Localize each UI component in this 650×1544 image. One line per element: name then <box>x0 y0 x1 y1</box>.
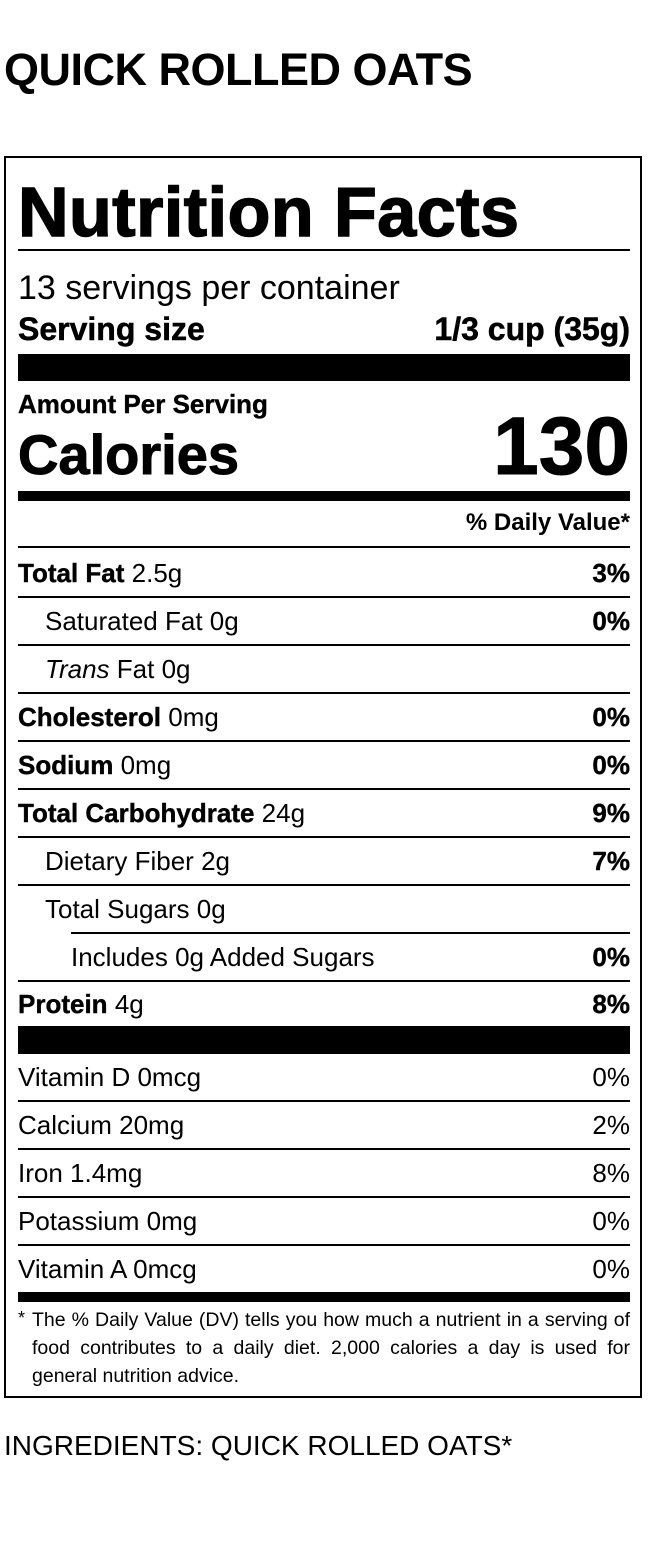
nutrient-amount: 2g <box>201 845 230 876</box>
nutrition-facts-title: Nutrition Facts <box>17 172 520 252</box>
nutrient-name: Protein <box>18 988 108 1019</box>
vitamin-dv: 8% <box>592 1157 630 1188</box>
vitamin-row: Vitamin D 0mcg 0% <box>18 1054 630 1102</box>
footnote-asterisk: * <box>18 1308 26 1328</box>
daily-value-footnote: * The % Daily Value (DV) tells you how m… <box>18 1306 630 1390</box>
vitamin-name: Potassium 0mg <box>18 1205 198 1236</box>
nutrient-name: Total Fat <box>18 557 125 588</box>
servings-per-container: 13 servings per container <box>18 269 400 307</box>
nutrient-amount: 0g <box>196 893 226 924</box>
nutrient-dv: 0% <box>592 941 630 972</box>
nutrient-name: Fat <box>116 653 155 684</box>
nutrient-name: Cholesterol <box>18 701 162 732</box>
nutrient-name: Total Sugars <box>45 893 190 924</box>
nutrient-row-protein: Protein 4g 8% <box>18 982 630 1026</box>
nutrient-row-saturated-fat: Saturated Fat 0g 0% <box>18 598 630 646</box>
serving-size-value: 1/3 cup (35g) <box>434 311 630 348</box>
nutrient-dv: 0% <box>592 749 630 780</box>
nutrient-row-cholesterol: Cholesterol 0mg 0% <box>18 694 630 742</box>
nutrient-row-total-carbohydrate: Total Carbohydrate 24g 9% <box>18 790 630 838</box>
medium-divider <box>18 491 630 501</box>
nutrient-amount: 24g <box>261 797 306 828</box>
nutrition-facts-label: Nutrition Facts 13 servings per containe… <box>4 156 642 1398</box>
nutrient-name: Includes 0g Added Sugars <box>71 941 375 972</box>
nutrient-dv: 3% <box>592 557 630 588</box>
vitamin-name: Calcium 20mg <box>18 1109 185 1140</box>
vitamin-dv: 0% <box>592 1061 630 1092</box>
vitamin-name: Vitamin D 0mcg <box>18 1061 202 1092</box>
vitamin-name: Vitamin A 0mcg <box>18 1253 197 1284</box>
product-title: QUICK ROLLED OATS <box>4 44 473 95</box>
thick-divider <box>18 1026 630 1054</box>
vitamin-row: Iron 1.4mg 8% <box>18 1150 630 1198</box>
serving-size-label: Serving size <box>18 311 205 348</box>
vitamin-name: Iron 1.4mg <box>18 1157 143 1188</box>
nutrient-name: Dietary Fiber <box>45 845 194 876</box>
nutrient-dv: 0% <box>592 701 630 732</box>
nutrient-amount: 4g <box>114 988 144 1019</box>
nutrient-amount: 0mg <box>168 701 219 732</box>
thick-divider <box>18 354 630 381</box>
nutrient-row-sodium: Sodium 0mg 0% <box>18 742 630 790</box>
divider <box>18 249 630 251</box>
vitamin-row: Calcium 20mg 2% <box>18 1102 630 1150</box>
nutrient-row-trans-fat: Trans Fat 0g <box>18 646 630 694</box>
medium-divider <box>18 1292 630 1302</box>
nutrient-name: Saturated Fat <box>45 605 203 636</box>
vitamin-dv: 2% <box>592 1109 630 1140</box>
nutrient-name-italic: Trans <box>45 653 110 684</box>
calories-value: 130 <box>493 401 631 492</box>
nutrient-row-dietary-fiber: Dietary Fiber 2g 7% <box>18 838 630 886</box>
vitamin-dv: 0% <box>592 1253 630 1284</box>
nutrient-dv: 7% <box>592 845 630 876</box>
nutrient-name: Total Carbohydrate <box>18 797 255 828</box>
serving-size: Serving size 1/3 cup (35g) <box>18 308 630 350</box>
amount-per-serving: Amount Per Serving <box>18 389 268 419</box>
divider <box>18 546 630 548</box>
calories-label: Calories <box>18 423 240 487</box>
nutrient-amount: 0g <box>161 653 191 684</box>
vitamin-row: Potassium 0mg 0% <box>18 1198 630 1246</box>
nutrient-dv: 9% <box>592 797 630 828</box>
nutrient-dv: 8% <box>592 988 630 1019</box>
ingredients: INGREDIENTS: QUICK ROLLED OATS* <box>4 1430 513 1461</box>
divider <box>71 932 630 934</box>
nutrient-name: Sodium <box>18 749 114 780</box>
vitamin-row: Vitamin A 0mcg 0% <box>18 1246 630 1292</box>
nutrient-amount: 0g <box>209 605 239 636</box>
nutrient-row-total-sugars: Total Sugars 0g <box>18 886 630 934</box>
nutrient-row-added-sugars: Includes 0g Added Sugars 0% <box>18 934 630 982</box>
daily-value-header: % Daily Value* <box>465 509 630 536</box>
vitamin-dv: 0% <box>592 1205 630 1236</box>
nutrient-rows: Total Fat 2.5g 3% Saturated Fat 0g 0% Tr… <box>18 550 630 1302</box>
nutrient-row-total-fat: Total Fat 2.5g 3% <box>18 550 630 598</box>
nutrient-dv: 0% <box>592 605 630 636</box>
footnote-text: The % Daily Value (DV) tells you how muc… <box>32 1309 630 1387</box>
nutrient-amount: 2.5g <box>131 557 183 588</box>
nutrient-amount: 0mg <box>120 749 172 780</box>
